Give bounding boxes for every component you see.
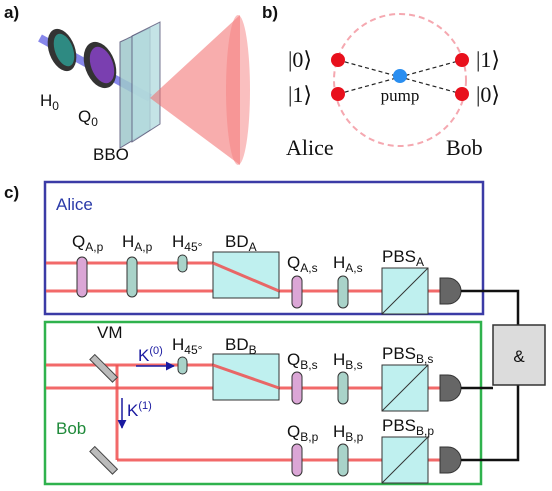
- vm-label: VM: [97, 323, 123, 342]
- label-sub: A,p: [134, 240, 152, 254]
- component-label: H45°: [172, 232, 203, 254]
- label-main: BD: [225, 232, 249, 251]
- panel-c: c) Alice Bob: [4, 180, 546, 486]
- label-main: H: [333, 253, 345, 272]
- label-sub: 45°: [184, 343, 202, 357]
- component-label: HA,s: [333, 253, 363, 275]
- label-main: PBS: [382, 416, 416, 435]
- component-label: BDA: [225, 232, 257, 254]
- label-sub: B,s: [416, 352, 433, 366]
- label-main: H: [333, 350, 345, 369]
- component-label: PBSB,s: [382, 344, 433, 366]
- component-label: PBSB,p: [382, 416, 434, 438]
- label-sub: B,p: [345, 430, 363, 444]
- label-main: Q: [287, 350, 300, 369]
- label-sub: A: [416, 255, 424, 269]
- q0-label: Q0: [78, 107, 98, 129]
- component-label: QA,p: [72, 232, 104, 254]
- component-label: HB,p: [333, 422, 364, 444]
- label-sub: B: [249, 343, 257, 357]
- label-sub: B,p: [416, 424, 434, 438]
- label-main: PBS: [382, 344, 416, 363]
- label-main: H: [172, 232, 184, 251]
- component-label: PBSA: [382, 247, 424, 269]
- label-sub: B,s: [300, 358, 317, 372]
- label-main: Q: [72, 232, 85, 251]
- crystal-label: BBO: [93, 145, 129, 164]
- box-label: Alice: [56, 195, 93, 214]
- label-main: H: [172, 335, 184, 354]
- component-label: HA,p: [122, 232, 153, 254]
- label-sub: B,s: [345, 358, 362, 372]
- label-sub: A,s: [300, 261, 317, 275]
- component-label: HB,s: [333, 350, 363, 372]
- component-label: QB,s: [287, 350, 318, 372]
- label-sub: A,s: [345, 261, 362, 275]
- state: |0⟩: [476, 82, 500, 107]
- component-label: H45°: [172, 335, 203, 357]
- label-sub: A: [249, 240, 257, 254]
- label-main: BD: [225, 335, 249, 354]
- label-main: H: [122, 232, 134, 251]
- component-label: QA,s: [287, 253, 318, 275]
- state: |1⟩: [476, 47, 500, 72]
- bob-label: Bob: [446, 135, 483, 160]
- pump-label: pump: [381, 86, 420, 105]
- state: |0⟩: [288, 47, 312, 72]
- label-sub: B,p: [300, 430, 318, 444]
- label-main: Q: [287, 422, 300, 441]
- component-label: QB,p: [287, 422, 319, 444]
- component-label: BDB: [225, 335, 257, 357]
- panel-a: a) H0 Q0 BBO: [4, 3, 250, 165]
- label-main: H: [333, 422, 345, 441]
- coincidence-label: &: [513, 347, 525, 366]
- label-sub: A,p: [85, 240, 103, 254]
- panel-label: c): [4, 183, 19, 202]
- alice-label: Alice: [286, 135, 334, 160]
- box-label: Bob: [56, 419, 86, 438]
- state: |1⟩: [288, 82, 312, 107]
- k1-label: K(1): [127, 400, 152, 420]
- panel-label: b): [262, 3, 278, 22]
- label-main: Q: [287, 253, 300, 272]
- panel-b: b) |0⟩ |1⟩ |1⟩ |0⟩ pump Alice Bob: [262, 3, 500, 160]
- h0-label: H0: [40, 91, 59, 113]
- panel-label: a): [4, 3, 19, 22]
- label-main: PBS: [382, 247, 416, 266]
- label-sub: 45°: [184, 240, 202, 254]
- k0-label: K(0): [138, 345, 163, 365]
